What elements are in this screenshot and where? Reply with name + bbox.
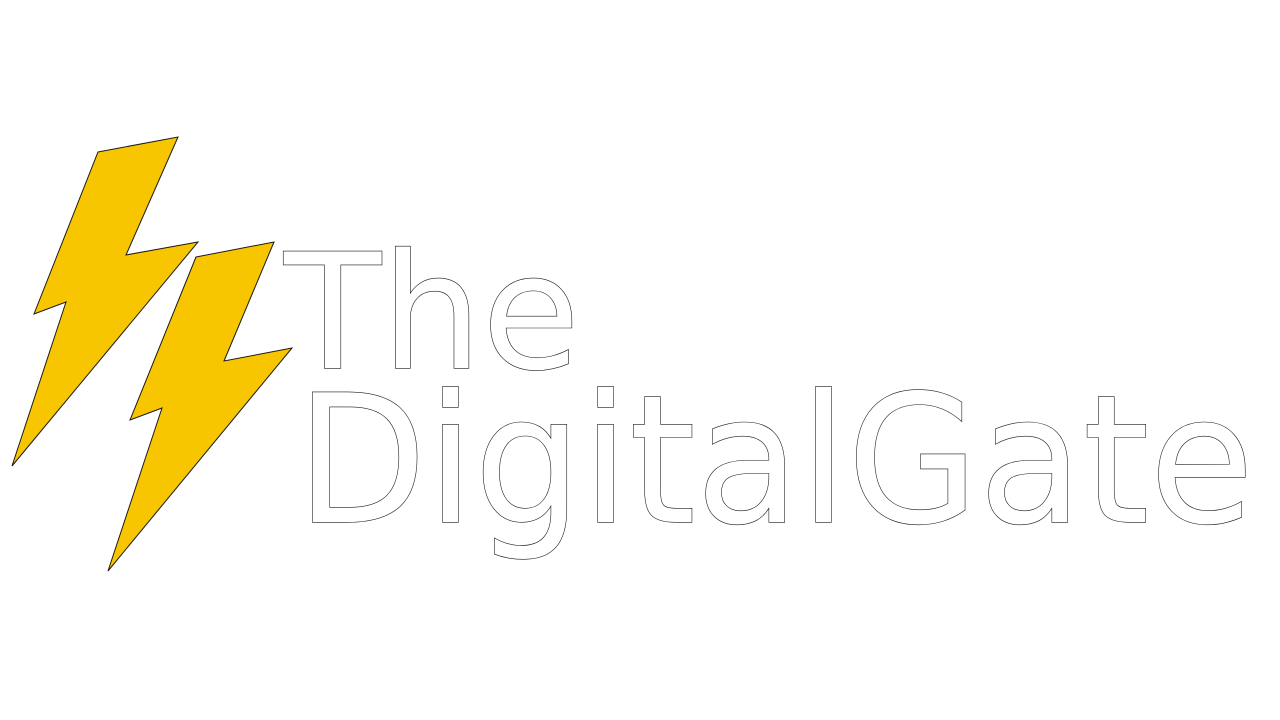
wordmark-line-digitalgate: DigitalGate [296, 357, 1254, 564]
lightning-bolt-back-icon [11, 136, 200, 467]
lightning-bolt-front-icon [107, 241, 294, 572]
wordmark-line-the: The [283, 219, 580, 406]
